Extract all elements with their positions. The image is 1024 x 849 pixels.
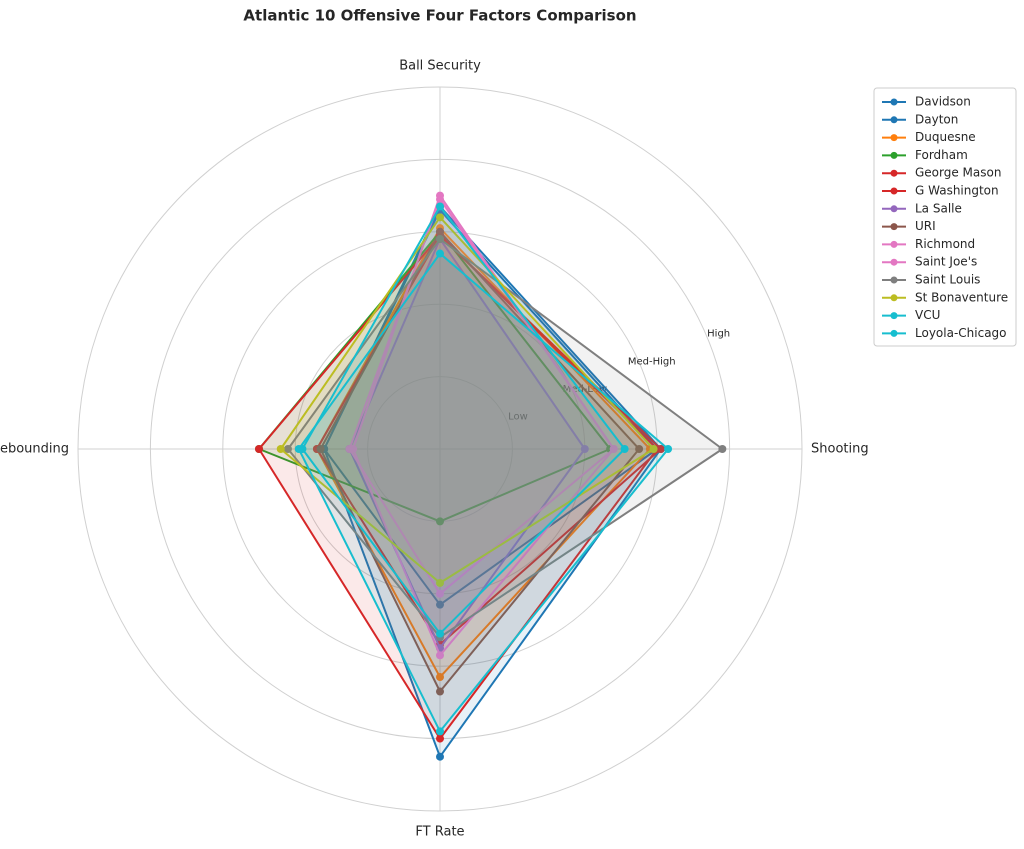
- data-point: [436, 752, 444, 761]
- axis-label: Off Rebounding: [0, 442, 69, 457]
- data-point: [436, 213, 444, 222]
- data-point: [255, 445, 263, 453]
- legend-marker: [890, 169, 898, 177]
- legend-label: St Bonaventure: [915, 290, 1008, 304]
- data-point: [436, 517, 444, 526]
- legend-label: Duquesne: [915, 130, 976, 144]
- data-point: [436, 600, 444, 609]
- data-point: [276, 445, 285, 453]
- legend-label: Dayton: [915, 112, 958, 126]
- legend-marker: [890, 116, 898, 124]
- data-point: [436, 673, 444, 682]
- legend-marker: [890, 329, 898, 337]
- legend-marker: [890, 187, 898, 195]
- data-point: [609, 445, 618, 453]
- legend-marker: [890, 294, 898, 302]
- data-point: [635, 445, 644, 453]
- legend-marker: [890, 151, 898, 159]
- data-point: [664, 445, 673, 453]
- legend-marker: [890, 240, 898, 248]
- data-point: [345, 445, 354, 453]
- data-point: [436, 734, 444, 743]
- legend-marker: [890, 312, 898, 320]
- data-point: [436, 589, 444, 598]
- data-point: [316, 445, 325, 453]
- data-point: [283, 445, 292, 453]
- legend-label: Saint Joe's: [915, 255, 977, 269]
- data-point: [436, 687, 444, 696]
- legend-label: G Washington: [915, 184, 999, 198]
- legend: Davidson Dayton Duquesne Fordham George Maso…: [882, 95, 1008, 340]
- legend-marker: [890, 258, 898, 266]
- r-tick-label: Low: [508, 412, 528, 423]
- data-point: [436, 249, 444, 258]
- series-layer: [255, 191, 727, 761]
- data-point: [656, 445, 665, 453]
- data-point: [436, 578, 444, 587]
- r-tick-label: Med-High: [628, 356, 676, 367]
- data-point: [294, 445, 303, 453]
- legend-label: Saint Louis: [915, 273, 980, 287]
- legend-label: Fordham: [915, 148, 968, 162]
- data-point: [718, 445, 727, 453]
- legend-box: [873, 87, 1017, 347]
- legend-marker: [890, 276, 898, 284]
- legend-label: La Salle: [915, 201, 962, 215]
- r-tick-label: High: [707, 329, 730, 340]
- legend-label: George Mason: [915, 166, 1001, 180]
- data-point: [580, 445, 589, 453]
- legend-label: Davidson: [915, 95, 971, 109]
- data-point: [620, 445, 629, 453]
- axis-labels: Shooting Ball Security Off Rebounding FT Ra…: [0, 59, 869, 840]
- legend-marker: [890, 205, 898, 213]
- data-point: [436, 651, 444, 660]
- data-point: [436, 227, 444, 236]
- legend-marker: [890, 134, 898, 142]
- legend-marker: [890, 223, 898, 231]
- legend-label: VCU: [915, 308, 940, 322]
- data-point: [436, 629, 444, 638]
- axis-label: Ball Security: [399, 59, 481, 74]
- axis-label: FT Rate: [415, 825, 464, 840]
- chart-title: Atlantic 10 Offensive Four Factors Compa…: [243, 7, 636, 25]
- series-area: [297, 252, 670, 733]
- legend-marker: [890, 98, 898, 106]
- legend-label: URI: [915, 219, 936, 233]
- data-point: [436, 195, 444, 204]
- data-point: [436, 235, 444, 244]
- legend-label: Loyola-Chicago: [915, 326, 1007, 340]
- data-point: [436, 202, 444, 211]
- data-point: [436, 727, 444, 736]
- data-point: [649, 445, 658, 453]
- axis-label: Shooting: [811, 442, 869, 457]
- legend-label: Richmond: [915, 237, 975, 251]
